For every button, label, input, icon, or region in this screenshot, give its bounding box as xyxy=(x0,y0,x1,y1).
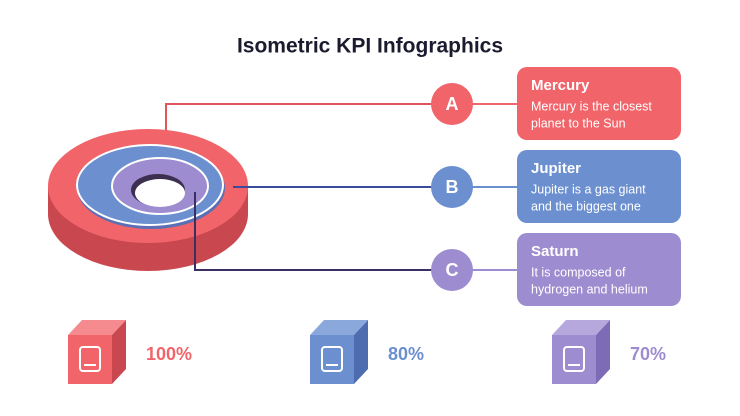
cube-icon xyxy=(321,346,343,372)
card-text: Mercury is the closest xyxy=(531,99,652,113)
kpi-value: 100% xyxy=(146,344,192,364)
letter-circle xyxy=(431,166,473,208)
cube-front xyxy=(552,335,596,384)
letter: C xyxy=(446,260,459,280)
card-text: It is composed of xyxy=(531,265,626,279)
card-title: Jupiter xyxy=(531,160,581,177)
card xyxy=(517,233,681,306)
connector-a xyxy=(165,103,452,130)
letter-circle xyxy=(431,83,473,125)
letter: B xyxy=(446,177,459,197)
cube-icon xyxy=(79,346,101,372)
letter-circle xyxy=(431,249,473,291)
card xyxy=(517,67,681,140)
cube-side xyxy=(112,320,126,384)
card xyxy=(517,150,681,223)
donut xyxy=(48,129,248,271)
title: Isometric KPI Infographics xyxy=(237,35,503,58)
card-title: Saturn xyxy=(531,243,579,260)
kpi-value: 70% xyxy=(630,344,666,364)
cube-top xyxy=(310,320,368,335)
cube-front xyxy=(310,335,354,384)
letter: A xyxy=(446,94,459,114)
card-text: hydrogen and helium xyxy=(531,282,648,296)
cube-top xyxy=(552,320,610,335)
kpi-value: 80% xyxy=(388,344,424,364)
cube-front xyxy=(68,335,112,384)
cube-top xyxy=(68,320,126,335)
cube-side xyxy=(354,320,368,384)
connector-c xyxy=(194,192,452,271)
card-text: Jupiter is a gas giant xyxy=(531,182,646,196)
card-text: planet to the Sun xyxy=(531,116,626,130)
card-title: Mercury xyxy=(531,77,590,94)
hole xyxy=(135,179,185,207)
cube-side xyxy=(596,320,610,384)
card-text: and the biggest one xyxy=(531,199,641,213)
cube-icon xyxy=(563,346,585,372)
